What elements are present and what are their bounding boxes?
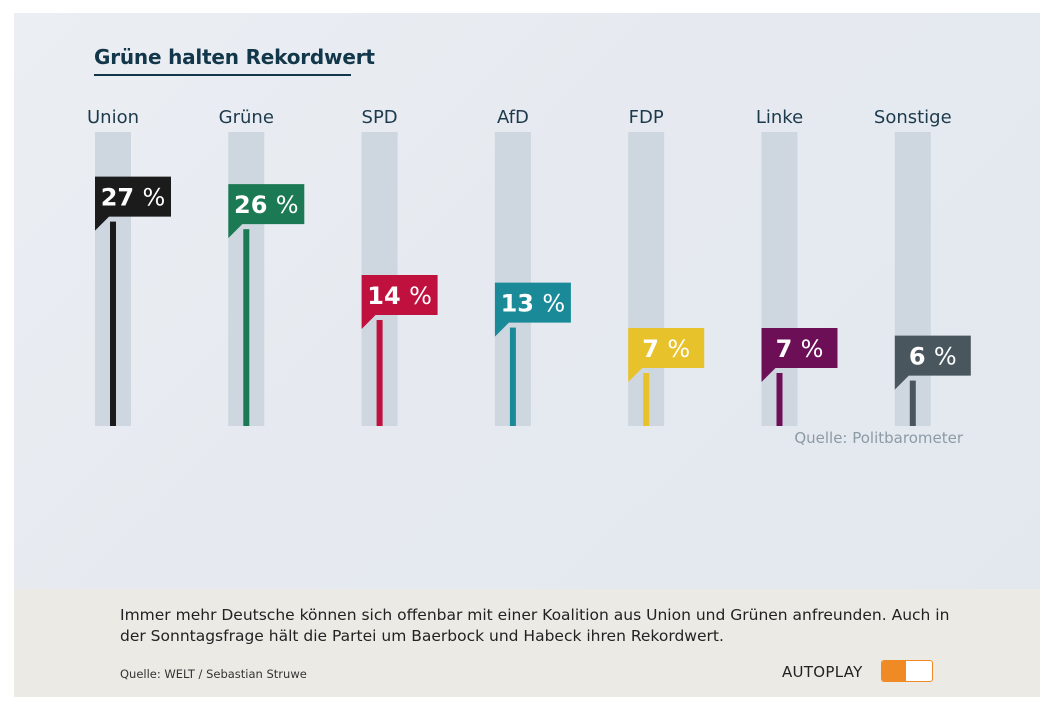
bar-sonstige	[909, 380, 916, 426]
value-label: 7 %	[642, 335, 690, 363]
category-label: Sonstige	[874, 107, 952, 128]
category-label: AfD	[497, 107, 529, 128]
chart-source: Quelle: Politbarometer	[794, 429, 963, 447]
value-label: 7 %	[776, 335, 824, 363]
value-label: 27 %	[101, 184, 166, 212]
bar-grüne	[243, 229, 250, 426]
value-label: 14 %	[367, 282, 432, 310]
caption-bar: Immer mehr Deutsche können sich offenbar…	[14, 589, 1040, 697]
category-label: Union	[87, 107, 139, 128]
value-flag	[95, 176, 171, 231]
value-flag	[628, 328, 705, 383]
bar-linke	[776, 373, 783, 426]
value-flag	[228, 184, 305, 239]
caption-text: Immer mehr Deutsche können sich offenbar…	[120, 606, 950, 645]
caption-source: Quelle: WELT / Sebastian Struwe	[120, 667, 307, 681]
bar-spd	[376, 320, 383, 426]
graphic-frame: Grüne halten Rekordwert Union 27 % Grüne 26…	[14, 13, 1040, 697]
bar-union	[110, 221, 116, 426]
value-flag	[494, 282, 571, 337]
value-label: 13 %	[501, 290, 566, 318]
category-label: SPD	[362, 107, 398, 128]
autoplay-toggle[interactable]	[881, 660, 933, 682]
category-label: FDP	[629, 107, 664, 128]
value-flag	[894, 335, 971, 390]
category-label: Linke	[756, 107, 803, 128]
value-label: 26 %	[234, 191, 299, 219]
bar-afd	[509, 327, 516, 426]
value-flag	[361, 275, 438, 330]
category-label: Grüne	[219, 107, 274, 128]
value-label: 6 %	[909, 343, 957, 371]
title-underline	[94, 74, 351, 76]
chart-panel: Grüne halten Rekordwert Union 27 % Grüne 26…	[14, 13, 1040, 589]
value-flag	[761, 328, 838, 383]
bar-fdp	[643, 373, 650, 426]
bar-chart: Union 27 % Grüne 26 % SPD 14 % AfD 13 % FDP 7 % Li…	[87, 107, 971, 426]
autoplay-toggle-knob	[882, 661, 906, 681]
chart-title: Grüne halten Rekordwert	[94, 45, 375, 69]
autoplay-label: AUTOPLAY	[782, 663, 863, 681]
